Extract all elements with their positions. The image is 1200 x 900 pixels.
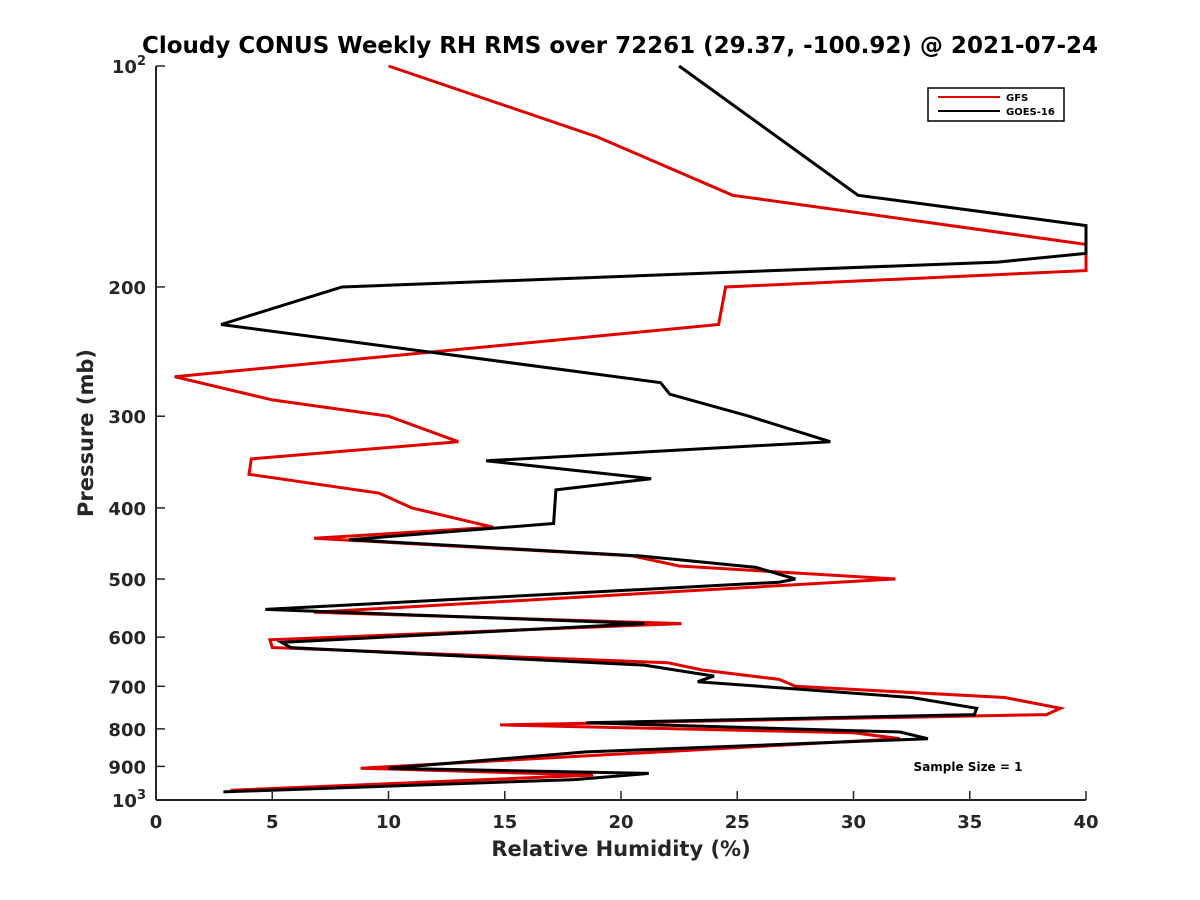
y-axis-label: Pressure (mb) xyxy=(74,349,98,517)
y-tick-label: 600 xyxy=(108,628,146,649)
legend-label-goes16: GOES-16 xyxy=(1006,107,1055,118)
y-tick-label: 500 xyxy=(108,570,146,591)
x-tick-label: 5 xyxy=(266,812,279,833)
sample-size-annotation: Sample Size = 1 xyxy=(914,760,1023,774)
legend-box xyxy=(927,87,1065,122)
x-tick-label: 30 xyxy=(841,812,866,833)
x-tick-label: 20 xyxy=(608,812,633,833)
y-tick-label: 900 xyxy=(108,757,146,778)
x-axis-label: Relative Humidity (%) xyxy=(491,837,750,861)
y-tick-label: 700 xyxy=(108,677,146,698)
y-tick-label: 102 xyxy=(112,54,146,78)
y-axis-ticks: 102 200 300 400 500 600 700 800 900 103 xyxy=(108,54,165,812)
y-tick-label: 200 xyxy=(108,278,146,299)
x-tick-label: 25 xyxy=(725,812,750,833)
legend: GFS GOES-16 xyxy=(927,87,1065,122)
series-line-goes16 xyxy=(220,64,1088,794)
x-tick-label: 15 xyxy=(492,812,517,833)
y-tick-label: 800 xyxy=(108,720,146,741)
series-line-gfs xyxy=(174,64,1088,792)
y-tick-label: 103 xyxy=(112,788,146,812)
series-layer xyxy=(174,64,1088,794)
x-tick-label: 35 xyxy=(957,812,982,833)
chart-title: Cloudy CONUS Weekly RH RMS over 72261 (2… xyxy=(142,33,1098,59)
legend-label-gfs: GFS xyxy=(1006,93,1028,104)
x-tick-label: 0 xyxy=(150,812,163,833)
y-tick-label: 400 xyxy=(108,499,146,520)
x-tick-label: 40 xyxy=(1073,812,1098,833)
y-tick-label: 300 xyxy=(108,407,146,428)
x-tick-label: 10 xyxy=(376,812,401,833)
x-axis-ticks: 0 5 10 15 20 25 30 35 40 xyxy=(150,791,1099,833)
